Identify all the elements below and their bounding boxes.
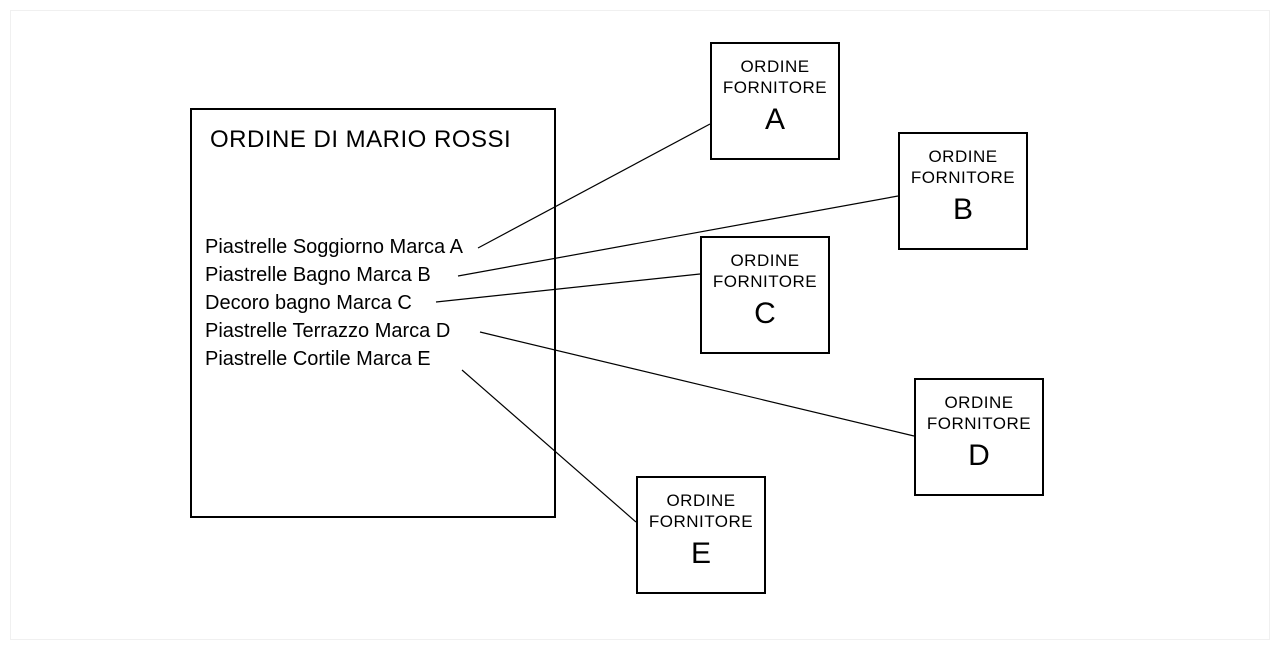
supplier-box-c: ORDINE FORNITORE C (700, 236, 830, 354)
supplier-label: ORDINE FORNITORE (708, 250, 822, 293)
supplier-label: ORDINE FORNITORE (644, 490, 758, 533)
supplier-label: ORDINE FORNITORE (922, 392, 1036, 435)
customer-order-title: ORDINE DI MARIO ROSSI (210, 126, 511, 154)
supplier-box-b: ORDINE FORNITORE B (898, 132, 1028, 250)
order-item-b: Piastrelle Bagno Marca B (205, 264, 431, 287)
supplier-label: ORDINE FORNITORE (718, 56, 832, 99)
supplier-box-e: ORDINE FORNITORE E (636, 476, 766, 594)
supplier-letter-b: B (906, 195, 1020, 225)
supplier-box-a: ORDINE FORNITORE A (710, 42, 840, 160)
order-item-d: Piastrelle Terrazzo Marca D (205, 320, 450, 343)
order-item-e: Piastrelle Cortile Marca E (205, 348, 431, 371)
order-item-c: Decoro bagno Marca C (205, 292, 412, 315)
supplier-label: ORDINE FORNITORE (906, 146, 1020, 189)
order-item-a: Piastrelle Soggiorno Marca A (205, 236, 463, 259)
supplier-box-d: ORDINE FORNITORE D (914, 378, 1044, 496)
supplier-letter-e: E (644, 539, 758, 569)
supplier-letter-a: A (718, 105, 832, 135)
supplier-letter-c: C (708, 299, 822, 329)
supplier-letter-d: D (922, 441, 1036, 471)
